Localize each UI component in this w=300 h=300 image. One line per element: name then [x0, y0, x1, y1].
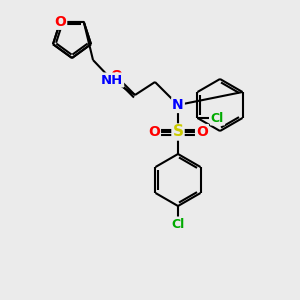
Text: NH: NH	[101, 74, 123, 86]
Text: S: S	[172, 124, 184, 140]
Text: Cl: Cl	[171, 218, 184, 230]
Text: O: O	[54, 15, 66, 29]
Text: N: N	[172, 98, 184, 112]
Text: O: O	[148, 125, 160, 139]
Text: O: O	[196, 125, 208, 139]
Text: Cl: Cl	[211, 112, 224, 124]
Text: O: O	[110, 69, 122, 83]
